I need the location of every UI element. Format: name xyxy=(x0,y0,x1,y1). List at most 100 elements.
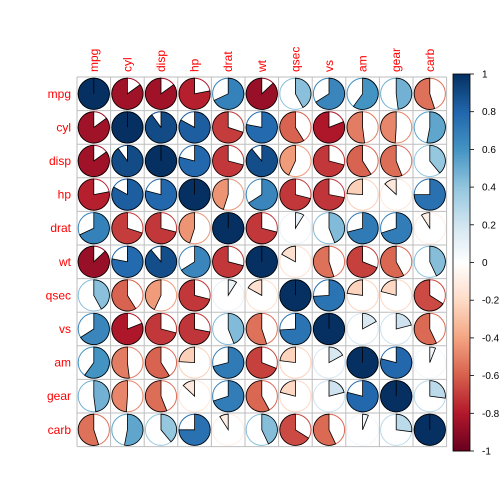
legend-band xyxy=(453,292,470,295)
pie-cell-hp-carb xyxy=(413,178,446,211)
legend-band xyxy=(453,89,470,92)
legend-band xyxy=(453,136,470,139)
pie-slice xyxy=(413,312,437,345)
legend-band xyxy=(453,113,470,116)
column-label-vs: vs xyxy=(322,60,336,72)
legend-band xyxy=(453,106,470,109)
pie-slice xyxy=(111,279,137,312)
pie-slice xyxy=(279,144,296,176)
pie-cell-cyl-am xyxy=(346,111,379,144)
legend-band xyxy=(453,271,470,275)
pie-cell-qsec-wt xyxy=(245,279,278,312)
legend-band xyxy=(453,260,470,263)
legend-tick-label: -0.6 xyxy=(482,371,500,382)
legend-band xyxy=(453,173,470,177)
legend-band xyxy=(453,245,470,248)
pie-cell-qsec-mpg xyxy=(77,279,110,312)
legend-band xyxy=(453,383,470,386)
pie-slice xyxy=(145,111,177,144)
pie-cell-am-hp xyxy=(178,346,211,379)
pie-cell-drat-carb xyxy=(413,212,446,245)
legend-tick-label: 0.6 xyxy=(482,145,496,156)
pie-slice xyxy=(413,178,446,211)
pie-cell-mpg-carb xyxy=(413,77,446,110)
legend-band xyxy=(453,241,470,245)
pie-cell-cyl-disp xyxy=(144,111,178,144)
legend-band xyxy=(453,253,470,256)
pie-cell-cyl-vs xyxy=(312,111,346,144)
pie-cell-hp-disp xyxy=(144,178,178,211)
pie-cell-mpg-qsec xyxy=(279,77,312,110)
legend-band xyxy=(453,109,470,113)
pie-cell-drat-mpg xyxy=(77,212,110,245)
legend-band xyxy=(453,258,470,262)
pie-cell-hp-hp xyxy=(178,178,211,211)
legend-band xyxy=(453,439,470,442)
pie-slice xyxy=(145,380,168,413)
legend-band xyxy=(453,155,470,158)
pie-slice xyxy=(429,144,446,174)
legend-band xyxy=(453,170,470,173)
row-label-qsec: qsec xyxy=(46,288,71,302)
column-label-mpg: mpg xyxy=(87,49,101,72)
pie-slice xyxy=(212,178,229,210)
pie-slice xyxy=(227,312,245,345)
legend-band xyxy=(453,309,470,312)
pie-cell-carb-vs xyxy=(312,413,346,446)
legend-band xyxy=(453,347,470,350)
pie-slice xyxy=(261,413,278,445)
pie-cell-carb-gear xyxy=(380,413,413,446)
pie-cell-wt-disp xyxy=(144,245,178,278)
legend-band xyxy=(453,204,470,207)
row-label-cyl: cyl xyxy=(56,120,71,134)
pie-slice xyxy=(313,144,345,177)
legend-band xyxy=(453,266,470,269)
pie-slice xyxy=(111,346,130,379)
legend-band xyxy=(453,224,470,228)
row-label-disp: disp xyxy=(49,154,71,168)
pie-cell-am-gear xyxy=(380,346,413,379)
pie-slice xyxy=(227,279,238,297)
legend-band xyxy=(453,411,470,414)
pie-cell-gear-disp xyxy=(144,380,178,413)
pie-slice xyxy=(77,245,110,278)
legend-band xyxy=(453,394,470,397)
legend-band xyxy=(453,320,470,324)
legend-band xyxy=(453,377,470,380)
legend-band xyxy=(453,221,470,224)
legend-band xyxy=(453,324,470,327)
legend-band xyxy=(453,296,470,299)
legend-band xyxy=(453,236,470,239)
legend-band xyxy=(453,211,470,214)
legend-band xyxy=(453,187,470,190)
pie-cell-am-carb xyxy=(413,346,446,379)
pie-slice xyxy=(279,111,305,144)
pie-cell-hp-vs xyxy=(312,178,346,211)
pie-cell-drat-am xyxy=(346,212,379,245)
pie-slice xyxy=(212,245,244,278)
pie-cell-gear-hp xyxy=(178,380,211,413)
legend-band xyxy=(453,145,470,148)
pie-slice xyxy=(328,212,345,244)
legend-band xyxy=(453,379,470,382)
legend-band xyxy=(453,190,470,194)
pie-cell-vs-cyl xyxy=(111,312,144,346)
legend-band xyxy=(453,279,470,282)
legend-band xyxy=(453,449,470,452)
legend-tick-label: -0.4 xyxy=(482,333,500,344)
legend-band xyxy=(453,138,470,141)
pie-slice xyxy=(145,178,177,211)
pie-cell-gear-am xyxy=(346,380,379,413)
legend-band xyxy=(453,222,470,226)
pie-cell-disp-vs xyxy=(312,144,346,178)
legend-band xyxy=(453,123,470,126)
legend-band xyxy=(453,409,470,412)
legend-band xyxy=(453,313,470,316)
pie-cell-wt-cyl xyxy=(111,245,144,278)
legend-band xyxy=(453,317,470,320)
legend-band xyxy=(453,168,470,171)
legend-band xyxy=(453,443,470,446)
legend-band xyxy=(453,207,470,211)
legend-band xyxy=(453,368,470,371)
